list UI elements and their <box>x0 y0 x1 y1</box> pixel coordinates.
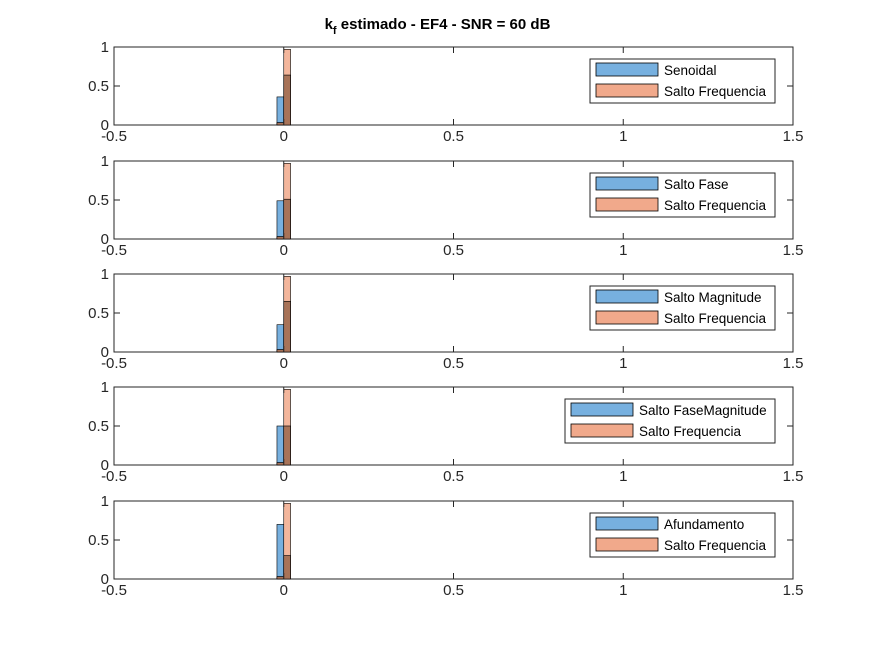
legend-label-series-b: Salto Frequencia <box>664 84 767 99</box>
x-tick-label: 0.5 <box>443 355 464 372</box>
bar-overlap-bin-2 <box>283 198 291 240</box>
x-tick-label: 0 <box>280 355 288 372</box>
x-tick-label: 1.5 <box>783 242 804 259</box>
bar-series-a-bin-1 <box>276 425 285 466</box>
y-tick-label: 1 <box>101 493 109 510</box>
x-tick-label: -0.5 <box>101 128 127 145</box>
legend-label-series-a: Salto FaseMagnitude <box>639 403 767 418</box>
figure-title: kf estimado - EF4 - SNR = 60 dB <box>0 16 875 37</box>
y-tick-label: 0.5 <box>88 418 109 435</box>
x-tick-label: 0 <box>280 242 288 259</box>
x-tick-label: 0.5 <box>443 128 464 145</box>
y-tick-label: 0 <box>101 344 109 361</box>
y-tick-label: 1 <box>101 153 109 170</box>
bar-overlap-bin-2 <box>283 555 291 580</box>
x-tick-label: 0.5 <box>443 242 464 259</box>
x-tick-label: 0 <box>280 128 288 145</box>
bar-series-a-bin-1 <box>276 200 285 240</box>
legend-label-series-b: Salto Frequencia <box>664 538 767 553</box>
bar-overlap-bin-1 <box>276 236 285 240</box>
bar-overlap-bin-2 <box>283 300 291 353</box>
legend-swatch-series-b <box>595 537 659 552</box>
bar-overlap-bin-2 <box>283 74 291 126</box>
bar-overlap-bin-1 <box>276 122 285 126</box>
x-tick-label: 1.5 <box>783 128 804 145</box>
bar-overlap-bin-1 <box>276 462 285 466</box>
legend-swatch-series-a <box>595 176 659 191</box>
legend: Salto FaseMagnitude Salto Frequencia <box>564 398 776 444</box>
x-tick-label: 1.5 <box>783 582 804 599</box>
title-prefix: k <box>324 16 333 33</box>
bar-series-a-bin-1 <box>276 96 285 126</box>
y-tick-label: 0.5 <box>88 192 109 209</box>
bar-overlap-bin-1 <box>276 349 285 353</box>
y-tick-label: 0 <box>101 571 109 588</box>
x-tick-label: 1 <box>619 582 627 599</box>
x-tick-label: 1 <box>619 128 627 145</box>
legend-swatch-series-a <box>570 402 634 417</box>
y-tick-label: 0 <box>101 231 109 248</box>
legend: Afundamento Salto Frequencia <box>589 512 776 558</box>
legend-swatch-series-b <box>595 197 659 212</box>
x-tick-label: 0.5 <box>443 468 464 485</box>
x-tick-label: -0.5 <box>101 582 127 599</box>
legend-swatch-series-b <box>595 83 659 98</box>
legend-label-series-b: Salto Frequencia <box>664 311 767 326</box>
title-subscript: f <box>332 25 337 37</box>
y-tick-label: 0 <box>101 457 109 474</box>
y-tick-label: 0.5 <box>88 305 109 322</box>
bar-series-a-bin-1 <box>276 524 285 580</box>
legend-swatch-series-a <box>595 516 659 531</box>
x-tick-label: -0.5 <box>101 355 127 372</box>
legend: Salto Fase Salto Frequencia <box>589 172 776 218</box>
bar-overlap-bin-1 <box>276 576 285 580</box>
legend-label-series-a: Senoidal <box>664 63 717 78</box>
y-tick-label: 0 <box>101 117 109 134</box>
x-tick-label: -0.5 <box>101 468 127 485</box>
x-tick-label: -0.5 <box>101 242 127 259</box>
x-tick-label: 1.5 <box>783 355 804 372</box>
legend-swatch-series-a <box>595 62 659 77</box>
x-tick-label: 0.5 <box>443 582 464 599</box>
x-tick-label: 1 <box>619 355 627 372</box>
x-tick-label: 0 <box>280 468 288 485</box>
y-tick-label: 1 <box>101 266 109 283</box>
x-tick-label: 1 <box>619 468 627 485</box>
x-tick-label: 1 <box>619 242 627 259</box>
y-tick-label: 1 <box>101 379 109 396</box>
x-tick-label: 1.5 <box>783 468 804 485</box>
legend-label-series-a: Salto Magnitude <box>664 290 762 305</box>
legend: Senoidal Salto Frequencia <box>589 58 776 104</box>
y-tick-label: 0.5 <box>88 78 109 95</box>
legend-swatch-series-b <box>570 423 634 438</box>
legend-swatch-series-a <box>595 289 659 304</box>
legend-label-series-a: Afundamento <box>664 517 744 532</box>
legend: Salto Magnitude Salto Frequencia <box>589 285 776 331</box>
bar-series-a-bin-1 <box>276 324 285 353</box>
legend-label-series-b: Salto Frequencia <box>639 424 742 439</box>
legend-label-series-b: Salto Frequencia <box>664 198 767 213</box>
legend-label-series-a: Salto Fase <box>664 177 729 192</box>
title-suffix: estimado - EF4 - SNR = 60 dB <box>336 16 551 33</box>
y-tick-label: 1 <box>101 39 109 56</box>
y-tick-label: 0.5 <box>88 532 109 549</box>
bar-overlap-bin-2 <box>283 425 291 466</box>
legend-swatch-series-b <box>595 310 659 325</box>
x-tick-label: 0 <box>280 582 288 599</box>
